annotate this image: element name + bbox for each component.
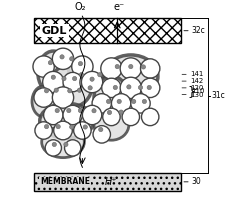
Circle shape [78,108,82,113]
Circle shape [64,140,81,156]
Circle shape [44,125,49,129]
Ellipse shape [50,65,92,107]
Circle shape [52,142,56,147]
Circle shape [82,71,103,93]
Circle shape [67,108,71,113]
Ellipse shape [32,86,55,117]
Circle shape [34,88,53,107]
Circle shape [90,77,94,81]
Circle shape [115,64,119,69]
Circle shape [120,77,142,99]
Circle shape [140,78,160,98]
Circle shape [131,94,150,113]
Circle shape [138,85,143,90]
Circle shape [99,127,103,132]
Circle shape [56,125,60,129]
Circle shape [101,58,122,79]
Circle shape [142,108,159,126]
Circle shape [92,109,96,113]
Circle shape [35,122,52,139]
Circle shape [51,75,56,79]
Circle shape [45,140,62,156]
Ellipse shape [104,55,158,98]
Circle shape [48,60,52,65]
Circle shape [70,57,74,61]
Circle shape [64,142,68,147]
Circle shape [83,125,87,129]
Circle shape [102,78,121,98]
Circle shape [68,89,72,93]
Text: O₂: O₂ [75,2,86,12]
Text: 30: 30 [192,177,202,186]
Circle shape [129,64,133,69]
Text: 32c: 32c [192,26,205,35]
Circle shape [78,61,82,66]
Circle shape [98,73,102,77]
Circle shape [44,89,49,93]
Circle shape [141,65,146,69]
Circle shape [113,85,117,90]
Circle shape [44,105,63,125]
Circle shape [63,72,82,92]
Text: }: } [188,85,196,98]
Circle shape [107,110,112,115]
Circle shape [52,48,74,69]
Circle shape [82,105,102,125]
Circle shape [127,85,131,89]
Ellipse shape [94,109,129,140]
Circle shape [70,125,74,129]
Circle shape [147,85,151,90]
Ellipse shape [94,76,129,119]
Circle shape [43,71,64,93]
Circle shape [92,94,112,113]
Text: H⁺: H⁺ [105,177,118,187]
Text: 142: 142 [190,78,203,84]
Text: 120: 120 [190,85,203,91]
Circle shape [106,99,111,103]
Circle shape [88,86,92,90]
Circle shape [54,121,72,140]
Circle shape [119,110,123,114]
Circle shape [60,55,64,59]
Text: GDL: GDL [42,26,67,36]
Circle shape [54,88,58,92]
Circle shape [117,99,121,103]
Bar [34,173,181,191]
Circle shape [55,108,59,113]
Circle shape [142,99,146,103]
Text: 141: 141 [190,71,203,77]
Circle shape [112,94,131,113]
Ellipse shape [40,103,94,138]
Circle shape [33,56,54,77]
Circle shape [74,122,91,139]
Circle shape [132,99,136,103]
Circle shape [52,87,74,108]
Circle shape [77,88,82,92]
Text: 110: 110 [191,88,204,94]
Circle shape [140,59,160,78]
Circle shape [79,73,84,77]
Circle shape [63,105,82,125]
Circle shape [72,76,77,81]
Text: 130: 130 [190,92,203,98]
Ellipse shape [42,127,84,158]
Circle shape [103,108,120,126]
Circle shape [72,56,93,77]
Text: 31c: 31c [211,91,225,100]
Text: e⁻: e⁻ [114,2,125,12]
Text: MEMBRANE: MEMBRANE [40,177,90,186]
Circle shape [93,126,110,143]
Ellipse shape [38,51,69,94]
Circle shape [120,58,142,79]
Circle shape [122,108,140,126]
Circle shape [62,76,66,81]
Bar [34,18,181,43]
